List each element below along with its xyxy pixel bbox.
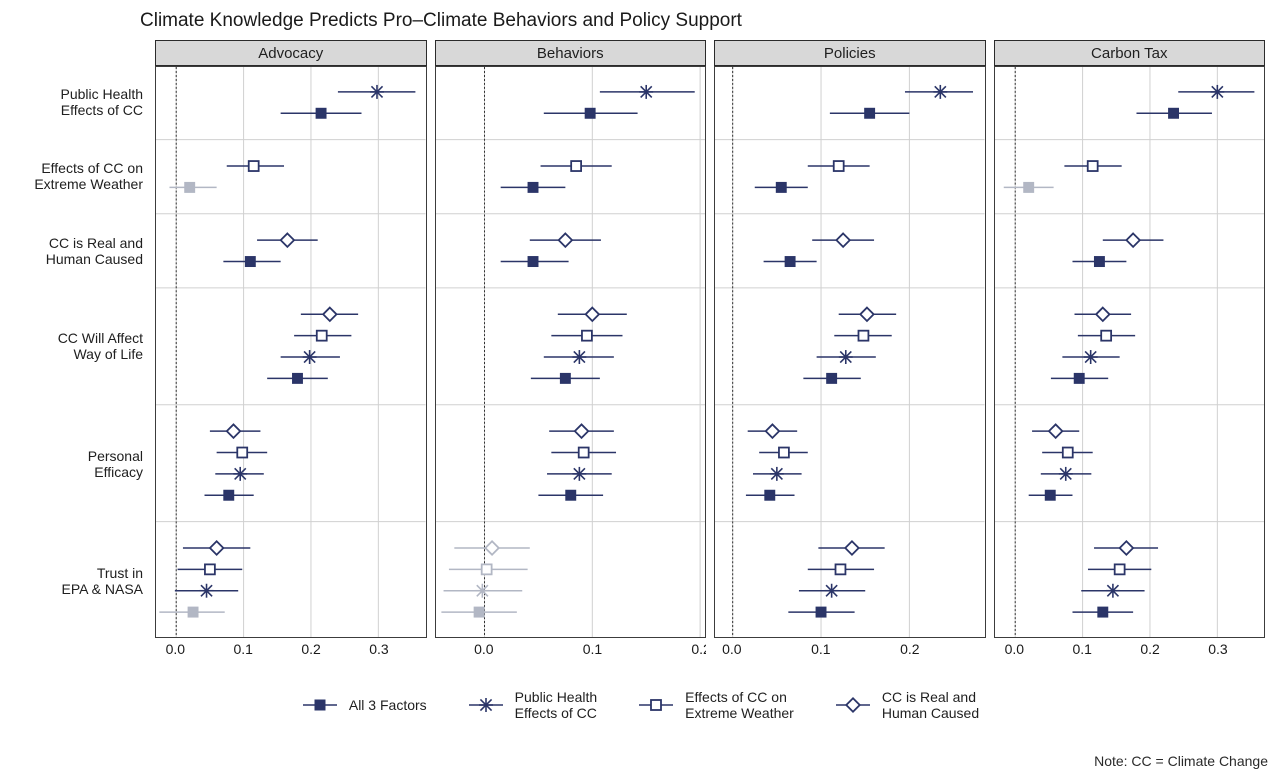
y-axis-labels: Public HealthEffects of CC Effects of CC … xyxy=(0,66,153,638)
panel-strip-title: Advocacy xyxy=(155,40,427,66)
svg-text:0.3: 0.3 xyxy=(369,641,389,657)
svg-text:0.1: 0.1 xyxy=(234,641,254,657)
panel-strip-title: Policies xyxy=(714,40,986,66)
y-axis-label: Trust inEPA & NASA xyxy=(62,565,143,597)
facet-panel: Policies 0.0 0.1 0.2 xyxy=(714,40,986,660)
chart-title: Climate Knowledge Predicts Pro–Climate B… xyxy=(140,10,742,32)
legend-item: Public HealthEffects of CC xyxy=(467,689,598,721)
y-axis-label: CC Will AffectWay of Life xyxy=(58,330,143,362)
svg-text:0.3: 0.3 xyxy=(1208,641,1228,657)
legend-label: CC is Real andHuman Caused xyxy=(882,689,979,721)
svg-text:0.2: 0.2 xyxy=(301,641,321,657)
legend-label: All 3 Factors xyxy=(349,697,427,713)
y-axis-label: PersonalEfficacy xyxy=(88,448,143,480)
facet-panels: Advocacy0.00.10.20.3Behaviors0.00.10.2Po… xyxy=(155,40,1265,660)
svg-text:0.2: 0.2 xyxy=(900,641,920,657)
legend-item: All 3 Factors xyxy=(301,696,427,714)
plot-area xyxy=(435,66,707,638)
facet-panel: Carbon Tax 0.0 0.1 0.2 0.3 xyxy=(994,40,1266,660)
plot-area xyxy=(714,66,986,638)
svg-text:0.2: 0.2 xyxy=(1140,641,1160,657)
svg-text:0.1: 0.1 xyxy=(811,641,831,657)
svg-text:0.0: 0.0 xyxy=(474,641,494,657)
plot-area xyxy=(994,66,1266,638)
legend-item: Effects of CC onExtreme Weather xyxy=(637,689,794,721)
svg-text:0.1: 0.1 xyxy=(582,641,602,657)
svg-text:0.0: 0.0 xyxy=(1004,641,1024,657)
facet-panel: Behaviors 0.0 0.1 0.2 xyxy=(435,40,707,660)
svg-text:0.1: 0.1 xyxy=(1072,641,1092,657)
legend: All 3 Factors Public HealthEffects of CC E… xyxy=(0,680,1280,730)
y-axis-label: Effects of CC onExtreme Weather xyxy=(34,160,143,192)
svg-text:0.0: 0.0 xyxy=(722,641,742,657)
panel-strip-title: Behaviors xyxy=(435,40,707,66)
panel-strip-title: Carbon Tax xyxy=(994,40,1266,66)
y-axis-label: CC is Real andHuman Caused xyxy=(46,235,143,267)
facet-panel: Advocacy 0.0 0.1 0.2 0.3 xyxy=(155,40,427,660)
plot-area xyxy=(155,66,427,638)
legend-label: Effects of CC onExtreme Weather xyxy=(685,689,794,721)
legend-item: CC is Real andHuman Caused xyxy=(834,689,979,721)
y-axis-label: Public HealthEffects of CC xyxy=(61,86,144,118)
svg-text:0.2: 0.2 xyxy=(691,641,706,657)
svg-text:0.0: 0.0 xyxy=(166,641,186,657)
legend-label: Public HealthEffects of CC xyxy=(515,689,598,721)
footnote: Note: CC = Climate Change xyxy=(1094,753,1268,769)
